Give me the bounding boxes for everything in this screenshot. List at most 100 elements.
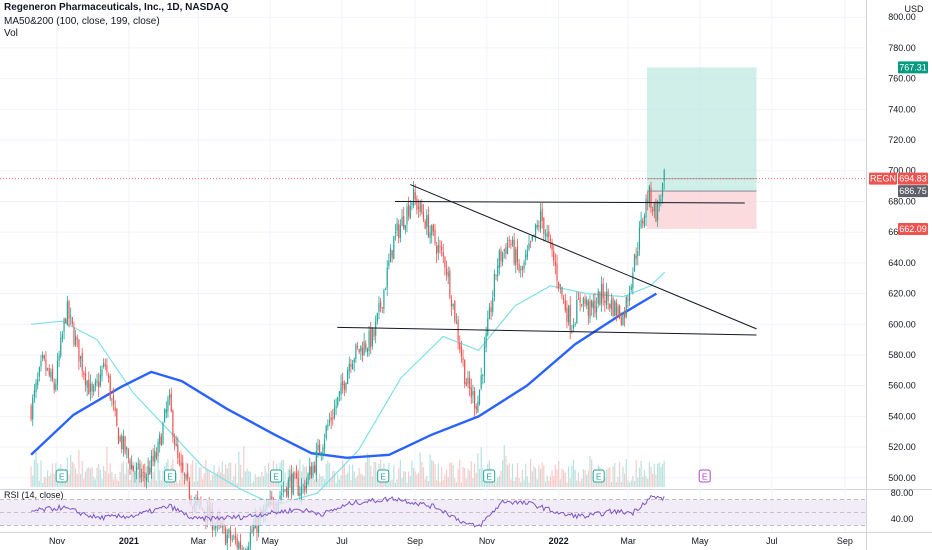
candle-body	[567, 306, 570, 323]
candle-body	[604, 300, 606, 303]
volume-bar	[203, 473, 205, 487]
volume-bar	[50, 473, 52, 487]
upcoming-earnings-marker[interactable]	[698, 469, 711, 483]
entry-price-tag-text: 686.75	[899, 186, 927, 196]
volume-bar	[498, 475, 500, 487]
volume-bar	[403, 471, 405, 487]
candle-body	[391, 250, 393, 258]
ma-indicator-label[interactable]: MA50&200 (100, close, 199, close)	[4, 16, 160, 27]
candle-body	[317, 445, 319, 450]
earnings-marker[interactable]	[377, 469, 390, 483]
volume-bar	[617, 476, 619, 487]
earnings-marker[interactable]	[483, 469, 496, 483]
currency-label[interactable]: USD	[904, 4, 924, 14]
candle-body	[51, 368, 54, 381]
volume-bar	[177, 482, 179, 487]
candle-body	[408, 204, 410, 217]
volume-bar	[650, 466, 652, 487]
stop-zone[interactable]	[646, 191, 757, 229]
candle-body	[185, 474, 187, 479]
volume-bar	[467, 468, 469, 487]
candle-body	[312, 466, 314, 477]
volume-bar	[342, 460, 344, 487]
candle-body	[576, 299, 578, 324]
volume-bar	[84, 471, 87, 487]
candle-body	[434, 229, 436, 244]
candle-body	[645, 198, 647, 219]
earnings-marker[interactable]	[55, 469, 68, 483]
trendline-lower[interactable]	[337, 326, 757, 336]
candle-body	[505, 247, 507, 254]
volume-bar	[305, 465, 308, 487]
candle-body	[490, 307, 492, 313]
candle-body	[459, 343, 461, 350]
y-tick-label: 640.00	[888, 258, 916, 268]
trendline-upper[interactable]	[410, 184, 757, 330]
volume-bar	[122, 461, 125, 487]
candle-body	[38, 367, 40, 377]
rsi-indicator-label[interactable]: RSI (14, close)	[4, 490, 64, 500]
x-tick-label: Nov	[49, 536, 66, 546]
earnings-marker[interactable]	[270, 469, 283, 483]
candle-body	[469, 377, 471, 389]
earnings-marker[interactable]	[592, 469, 605, 483]
volume-bar	[112, 479, 115, 487]
candle-body	[498, 250, 500, 268]
volume-bar	[632, 475, 634, 487]
candle-body	[396, 223, 398, 231]
candle-body	[663, 170, 665, 181]
candle-body	[178, 460, 181, 462]
volume-bar	[45, 476, 47, 487]
candle-body	[358, 348, 360, 353]
volume-bar	[469, 470, 471, 487]
volume-bar	[107, 473, 110, 487]
candle-body	[271, 496, 273, 500]
candle-body	[526, 250, 528, 257]
volume-bar	[614, 463, 616, 487]
candle-body	[75, 336, 77, 345]
last-price-tag-text: 694.83	[899, 174, 927, 184]
target-zone[interactable]	[646, 67, 757, 192]
candle-body	[559, 284, 561, 286]
volume-bar	[628, 482, 631, 487]
earnings-marker-label: E	[273, 472, 279, 482]
volume-bar	[129, 479, 131, 487]
candle-body	[371, 328, 373, 347]
candle-body	[500, 250, 502, 262]
candle-body	[119, 436, 121, 442]
volume-bar	[299, 459, 301, 487]
candle-body	[122, 435, 125, 450]
trendline-horizontal[interactable]	[394, 200, 745, 204]
candle-body	[502, 252, 504, 263]
candle-body	[43, 355, 45, 359]
volume-bar	[566, 482, 568, 487]
candle-body	[656, 202, 659, 221]
volume-bar	[513, 480, 515, 487]
candle-body	[477, 401, 479, 413]
volume-bar	[365, 462, 367, 487]
volume-indicator-label[interactable]: Vol	[4, 28, 18, 39]
volume-bar	[193, 481, 195, 487]
volume-bar	[302, 464, 304, 487]
candle-body	[121, 435, 123, 450]
candle-body	[564, 300, 566, 311]
volume-bar	[314, 479, 316, 487]
y-tick-label: 720.00	[888, 135, 916, 145]
earnings-marker[interactable]	[164, 469, 177, 483]
candle-body	[177, 444, 179, 459]
volume-bar	[459, 459, 461, 487]
volume-bar	[345, 474, 347, 487]
candle-body	[360, 345, 362, 352]
candle-body	[480, 375, 482, 389]
volume-bar	[462, 466, 464, 487]
candle-body	[508, 239, 510, 242]
volume-bar	[548, 480, 550, 487]
candle-body	[605, 291, 608, 305]
volume-bar	[441, 466, 443, 487]
volume-bar	[93, 477, 95, 487]
candle-body	[399, 225, 401, 238]
candle-body	[462, 357, 464, 360]
volume-bar	[228, 462, 230, 487]
